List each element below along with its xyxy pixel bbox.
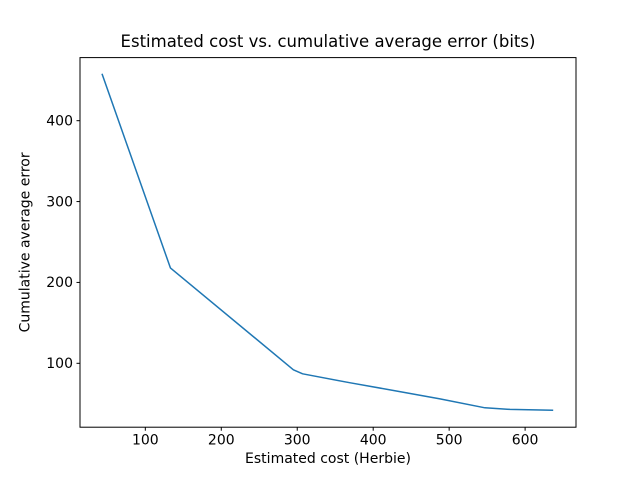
x-axis: 100 200 300 400 500 600 [132,427,539,449]
x-tick-label: 600 [512,433,539,449]
x-tick-label: 200 [208,433,235,449]
y-axis: 100 200 300 400 [46,113,80,372]
x-tick-label: 400 [360,433,387,449]
data-line [101,73,554,411]
x-tick-label: 300 [284,433,311,449]
x-tick-label: 500 [436,433,463,449]
y-tick-label: 300 [46,194,73,210]
y-tick-label: 400 [46,113,73,129]
y-axis-label: Cumulative average error [18,152,34,332]
series-group [101,73,554,411]
x-tick-label: 100 [132,433,159,449]
x-axis-label: Estimated cost (Herbie) [245,451,411,467]
chart-title: Estimated cost vs. cumulative average er… [121,32,536,51]
plot-area [79,57,577,428]
y-tick-label: 200 [46,275,73,291]
y-tick-label: 100 [46,356,73,372]
